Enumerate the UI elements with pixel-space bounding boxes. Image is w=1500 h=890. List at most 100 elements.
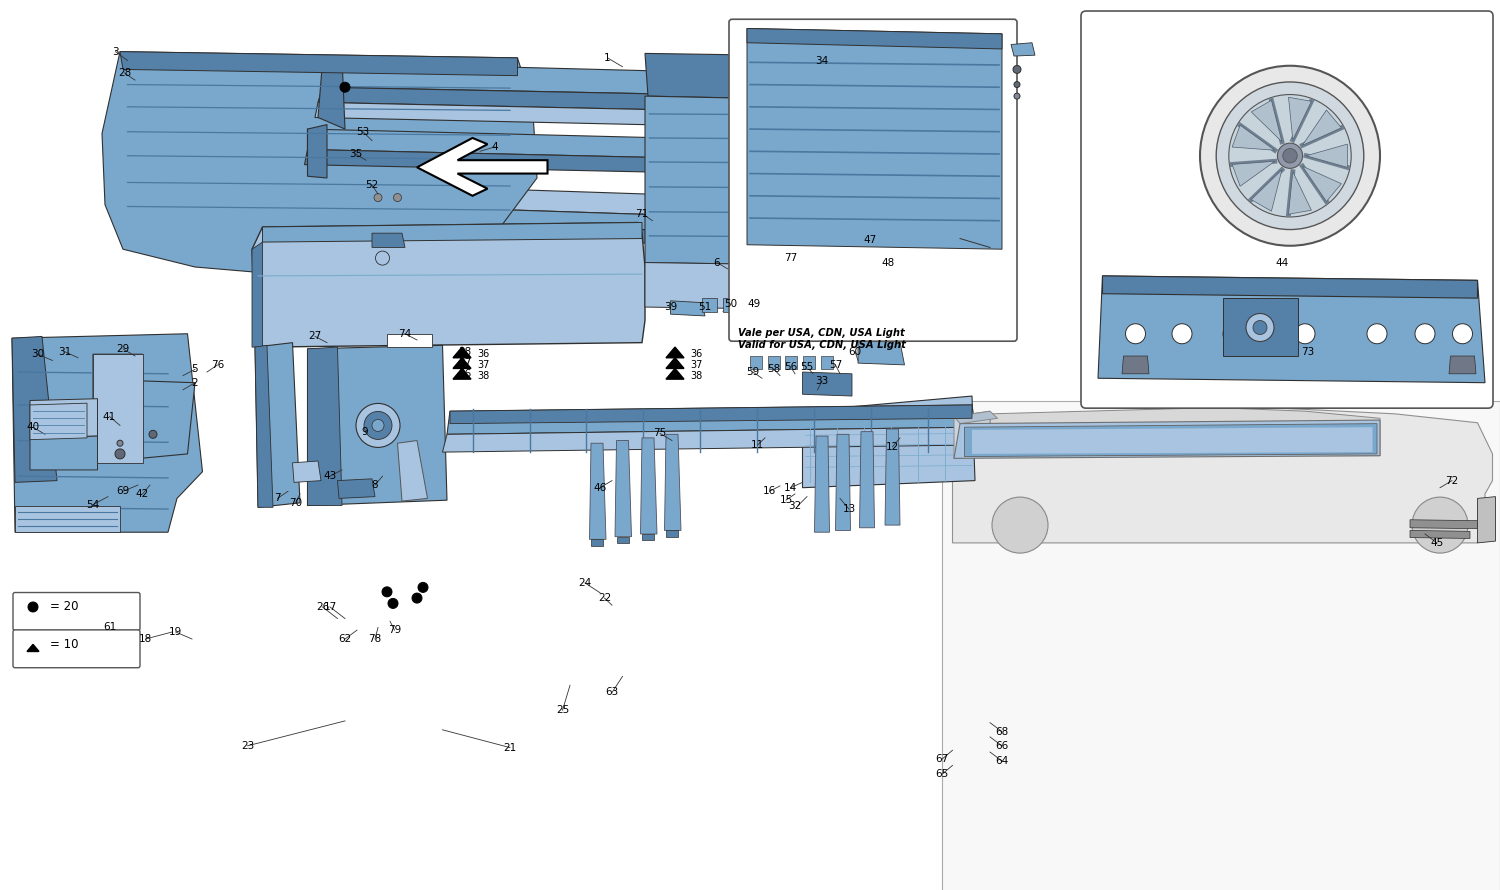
Circle shape [1282,149,1298,163]
Text: 36: 36 [690,349,702,360]
Text: 68: 68 [996,726,1008,737]
Polygon shape [952,405,1492,543]
Text: 35: 35 [350,149,361,159]
Text: 2: 2 [192,377,198,388]
Polygon shape [615,441,632,537]
Polygon shape [645,53,942,102]
Circle shape [1414,324,1436,344]
Polygon shape [322,62,855,98]
Polygon shape [1098,276,1485,383]
Text: 41: 41 [104,411,116,422]
Text: 50: 50 [724,299,736,310]
Polygon shape [666,358,684,368]
Text: 67: 67 [936,754,948,765]
Polygon shape [1302,110,1341,145]
Text: 63: 63 [606,687,618,698]
Polygon shape [642,534,654,540]
Polygon shape [1410,520,1478,529]
Circle shape [372,419,384,432]
Text: 40: 40 [27,422,39,433]
Polygon shape [723,298,738,312]
Polygon shape [447,405,975,434]
Circle shape [356,403,401,448]
Polygon shape [372,233,405,247]
Polygon shape [292,203,837,236]
Polygon shape [308,125,327,178]
Polygon shape [387,334,432,347]
Polygon shape [1306,144,1347,167]
Polygon shape [1232,125,1275,150]
Polygon shape [398,441,427,501]
Text: 72: 72 [1446,475,1458,486]
Polygon shape [768,356,780,369]
Text: 3: 3 [112,46,118,57]
Polygon shape [802,396,975,488]
Text: 1: 1 [604,53,610,63]
Polygon shape [292,461,321,482]
Circle shape [1228,94,1352,217]
Circle shape [992,498,1048,553]
Circle shape [1172,324,1192,344]
Polygon shape [885,55,942,80]
Polygon shape [1102,276,1478,298]
Text: 21: 21 [504,742,516,753]
Text: 27: 27 [309,331,321,342]
Circle shape [364,411,392,440]
Text: 15: 15 [780,495,792,506]
Polygon shape [255,345,273,507]
Polygon shape [450,405,972,424]
Text: 65: 65 [936,769,948,780]
Polygon shape [1011,43,1035,56]
Polygon shape [972,427,1372,454]
Text: 19: 19 [170,627,182,637]
Text: 73: 73 [1302,346,1314,357]
Circle shape [1452,324,1473,344]
Polygon shape [702,298,717,312]
FancyBboxPatch shape [729,20,1017,341]
Circle shape [1200,66,1380,246]
Polygon shape [964,424,1377,457]
Polygon shape [15,506,120,532]
Circle shape [148,431,158,438]
Text: 13: 13 [843,504,855,514]
Text: 32: 32 [789,500,801,511]
Polygon shape [27,644,39,651]
Text: 64: 64 [996,756,1008,766]
Text: 18: 18 [140,634,152,644]
Circle shape [393,194,402,201]
Polygon shape [666,530,678,537]
Text: 8: 8 [372,480,378,490]
Polygon shape [802,372,852,396]
Text: 30: 30 [32,349,44,360]
Circle shape [1216,82,1364,230]
Text: = 20: = 20 [50,601,78,613]
Text: 62: 62 [339,634,351,644]
Text: 9: 9 [362,426,368,437]
Text: 37: 37 [477,360,489,370]
Polygon shape [300,178,320,240]
Polygon shape [1251,101,1282,142]
Bar [942,400,1500,890]
Polygon shape [640,438,657,534]
Circle shape [1294,324,1316,344]
Polygon shape [645,96,942,267]
Polygon shape [255,343,300,507]
Text: 37: 37 [459,358,471,368]
Polygon shape [1288,172,1311,214]
Polygon shape [1410,530,1470,538]
Polygon shape [954,411,998,424]
Text: 69: 69 [117,486,129,497]
Polygon shape [30,399,98,438]
Text: 39: 39 [664,302,676,312]
Circle shape [1252,320,1268,335]
Text: 61: 61 [104,622,116,633]
Text: 60: 60 [849,346,861,357]
Polygon shape [954,411,990,458]
Circle shape [1014,82,1020,87]
Circle shape [116,449,124,459]
Text: 74: 74 [399,328,411,339]
Circle shape [1246,313,1274,342]
Polygon shape [12,334,202,532]
Polygon shape [1222,298,1298,356]
Text: 45: 45 [1431,538,1443,548]
